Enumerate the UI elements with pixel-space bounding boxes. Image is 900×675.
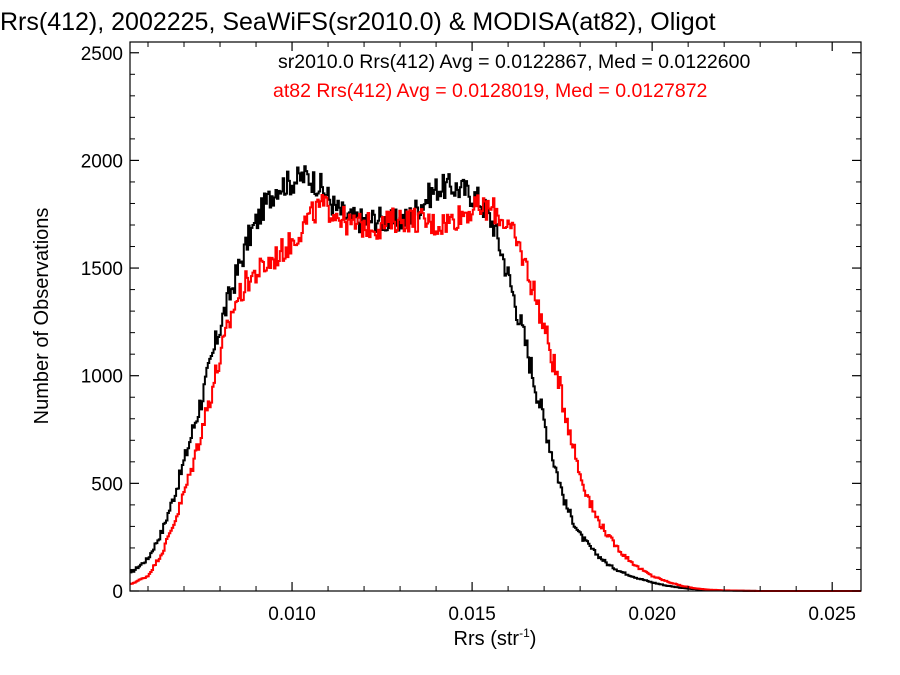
y-tick-label: 2500 (81, 44, 123, 65)
x-axis-label-main: Rrs (str (454, 628, 520, 650)
annotation-at82: at82 Rrs(412) Avg = 0.0128019, Med = 0.0… (273, 80, 707, 102)
y-tick-label: 1000 (81, 367, 123, 388)
x-tick-label: 0.025 (808, 604, 856, 625)
y-tick-label: 2000 (81, 151, 123, 172)
y-tick-label: 1500 (81, 259, 123, 280)
x-tick-label: 0.020 (628, 604, 676, 625)
ticks-layer: 0.010 0.015 0.020 0.025 0 500 1000 1500 2000 2500 (81, 42, 861, 625)
series-layer (130, 165, 861, 592)
x-tick-label: 0.015 (448, 604, 496, 625)
y-axis-label: Number of Observations (31, 208, 53, 425)
x-axis-label: Rrs (str-1) (454, 626, 537, 650)
x-axis-label-close: ) (530, 628, 537, 650)
y-tick-label: 500 (91, 474, 123, 495)
series-1-line (130, 193, 861, 592)
chart-title: Rrs(412), 2002225, SeaWiFS(sr2010.0) & M… (0, 8, 716, 36)
annotation-sr2010: sr2010.0 Rrs(412) Avg = 0.0122867, Med =… (278, 51, 750, 73)
x-axis-label-superscript: -1 (519, 626, 530, 640)
x-tick-label: 0.010 (268, 604, 316, 625)
plot-frame (129, 41, 862, 592)
y-tick-label: 0 (112, 582, 123, 603)
